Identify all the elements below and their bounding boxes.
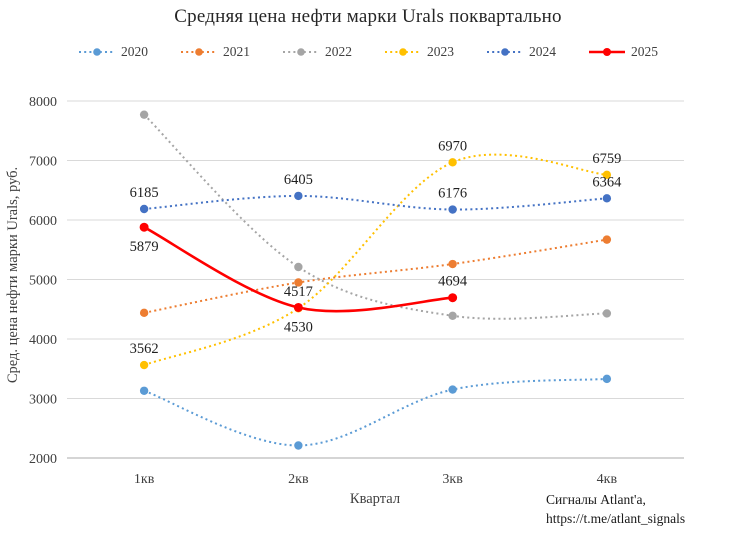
data-label-2024: 6364: [592, 174, 622, 190]
y-tick-label: 3000: [29, 393, 57, 408]
legend: 2020 2021 2022 2023 2024 2025: [0, 42, 736, 62]
data-point-2021: [139, 308, 149, 318]
data-label-2024: 6176: [438, 186, 467, 202]
data-point-2020: [602, 374, 612, 384]
data-point-2023: [448, 158, 457, 167]
data-label-2024: 6185: [130, 185, 159, 201]
legend-label: 2025: [631, 44, 658, 59]
data-point-2025: [293, 302, 303, 312]
data-point-2023: [602, 170, 612, 180]
data-label-2025: 5879: [130, 239, 159, 255]
data-point-2021: [448, 259, 457, 269]
data-point-2024: [294, 191, 303, 201]
legend-label: 2023: [427, 44, 454, 59]
legend-label: 2020: [121, 44, 148, 59]
chart-title: Средняя цена нефти марки Urals поквартал…: [174, 6, 562, 27]
y-axis-title: Сред. цена нефти марки Urals, руб.: [5, 166, 21, 384]
data-label-2025: 4694: [438, 274, 468, 290]
data-point-2021: [294, 278, 303, 287]
y-tick-label: 6000: [29, 214, 57, 229]
data-point-2025: [139, 222, 149, 232]
series-line-2021: [143, 238, 608, 314]
series-line-2023: [143, 153, 607, 366]
data-point-2020: [294, 441, 303, 450]
data-label-2024: 6405: [284, 172, 313, 188]
x-tick-label: 1кв: [134, 472, 155, 487]
source-note: Сигналы Atlant'a, https://t.me/atlant_si…: [546, 490, 685, 528]
legend-marker-icon: [79, 48, 115, 56]
legend-marker-icon: [283, 48, 319, 56]
legend-marker-icon: [385, 48, 421, 56]
x-tick-label: 3кв: [442, 472, 463, 487]
x-axis-title: Квартал: [349, 491, 401, 507]
legend-item-2022: 2022: [282, 44, 352, 60]
source-author: Сигналы Atlant'a,: [546, 492, 646, 507]
data-point-2025: [448, 293, 458, 303]
data-label-2023: 6970: [438, 138, 467, 154]
series-line-2022: [143, 113, 607, 320]
legend-item-2020: 2020: [78, 44, 148, 60]
data-point-2020: [139, 386, 149, 395]
data-label-2023: 4517: [284, 284, 313, 300]
y-tick-label: 5000: [29, 274, 57, 289]
legend-item-2023: 2023: [384, 44, 454, 60]
y-tick-label: 7000: [29, 155, 57, 170]
legend-item-2021: 2021: [180, 44, 250, 60]
legend-marker-icon: [589, 48, 625, 56]
y-tick-label: 2000: [29, 452, 57, 467]
data-label-2023: 3562: [130, 341, 159, 357]
data-point-2022: [294, 262, 303, 272]
y-tick-label: 8000: [29, 95, 57, 110]
data-point-2024: [139, 204, 149, 214]
legend-label: 2024: [529, 44, 556, 59]
legend-item-2024: 2024: [486, 44, 556, 60]
series-line-2024: [144, 194, 607, 211]
data-point-2022: [448, 311, 457, 320]
legend-item-2025: 2025: [588, 44, 658, 60]
data-point-2024: [602, 194, 612, 203]
data-point-2023: [139, 360, 149, 370]
data-point-2024: [448, 205, 457, 214]
data-point-2021: [602, 235, 612, 244]
legend-label: 2021: [223, 44, 250, 59]
x-tick-label: 4кв: [597, 472, 618, 487]
data-label-2023: 6759: [592, 151, 621, 167]
data-point-2022: [602, 309, 612, 318]
source-url: https://t.me/atlant_signals: [546, 511, 686, 526]
x-tick-label: 2кв: [288, 472, 309, 487]
y-tick-label: 4000: [29, 333, 57, 348]
data-point-2022: [139, 110, 149, 119]
legend-marker-icon: [181, 48, 217, 56]
series-line-2020: [143, 377, 607, 447]
data-point-2020: [448, 385, 457, 394]
data-label-2025: 4530: [284, 319, 313, 335]
legend-marker-icon: [487, 48, 523, 56]
legend-label: 2022: [325, 44, 352, 59]
